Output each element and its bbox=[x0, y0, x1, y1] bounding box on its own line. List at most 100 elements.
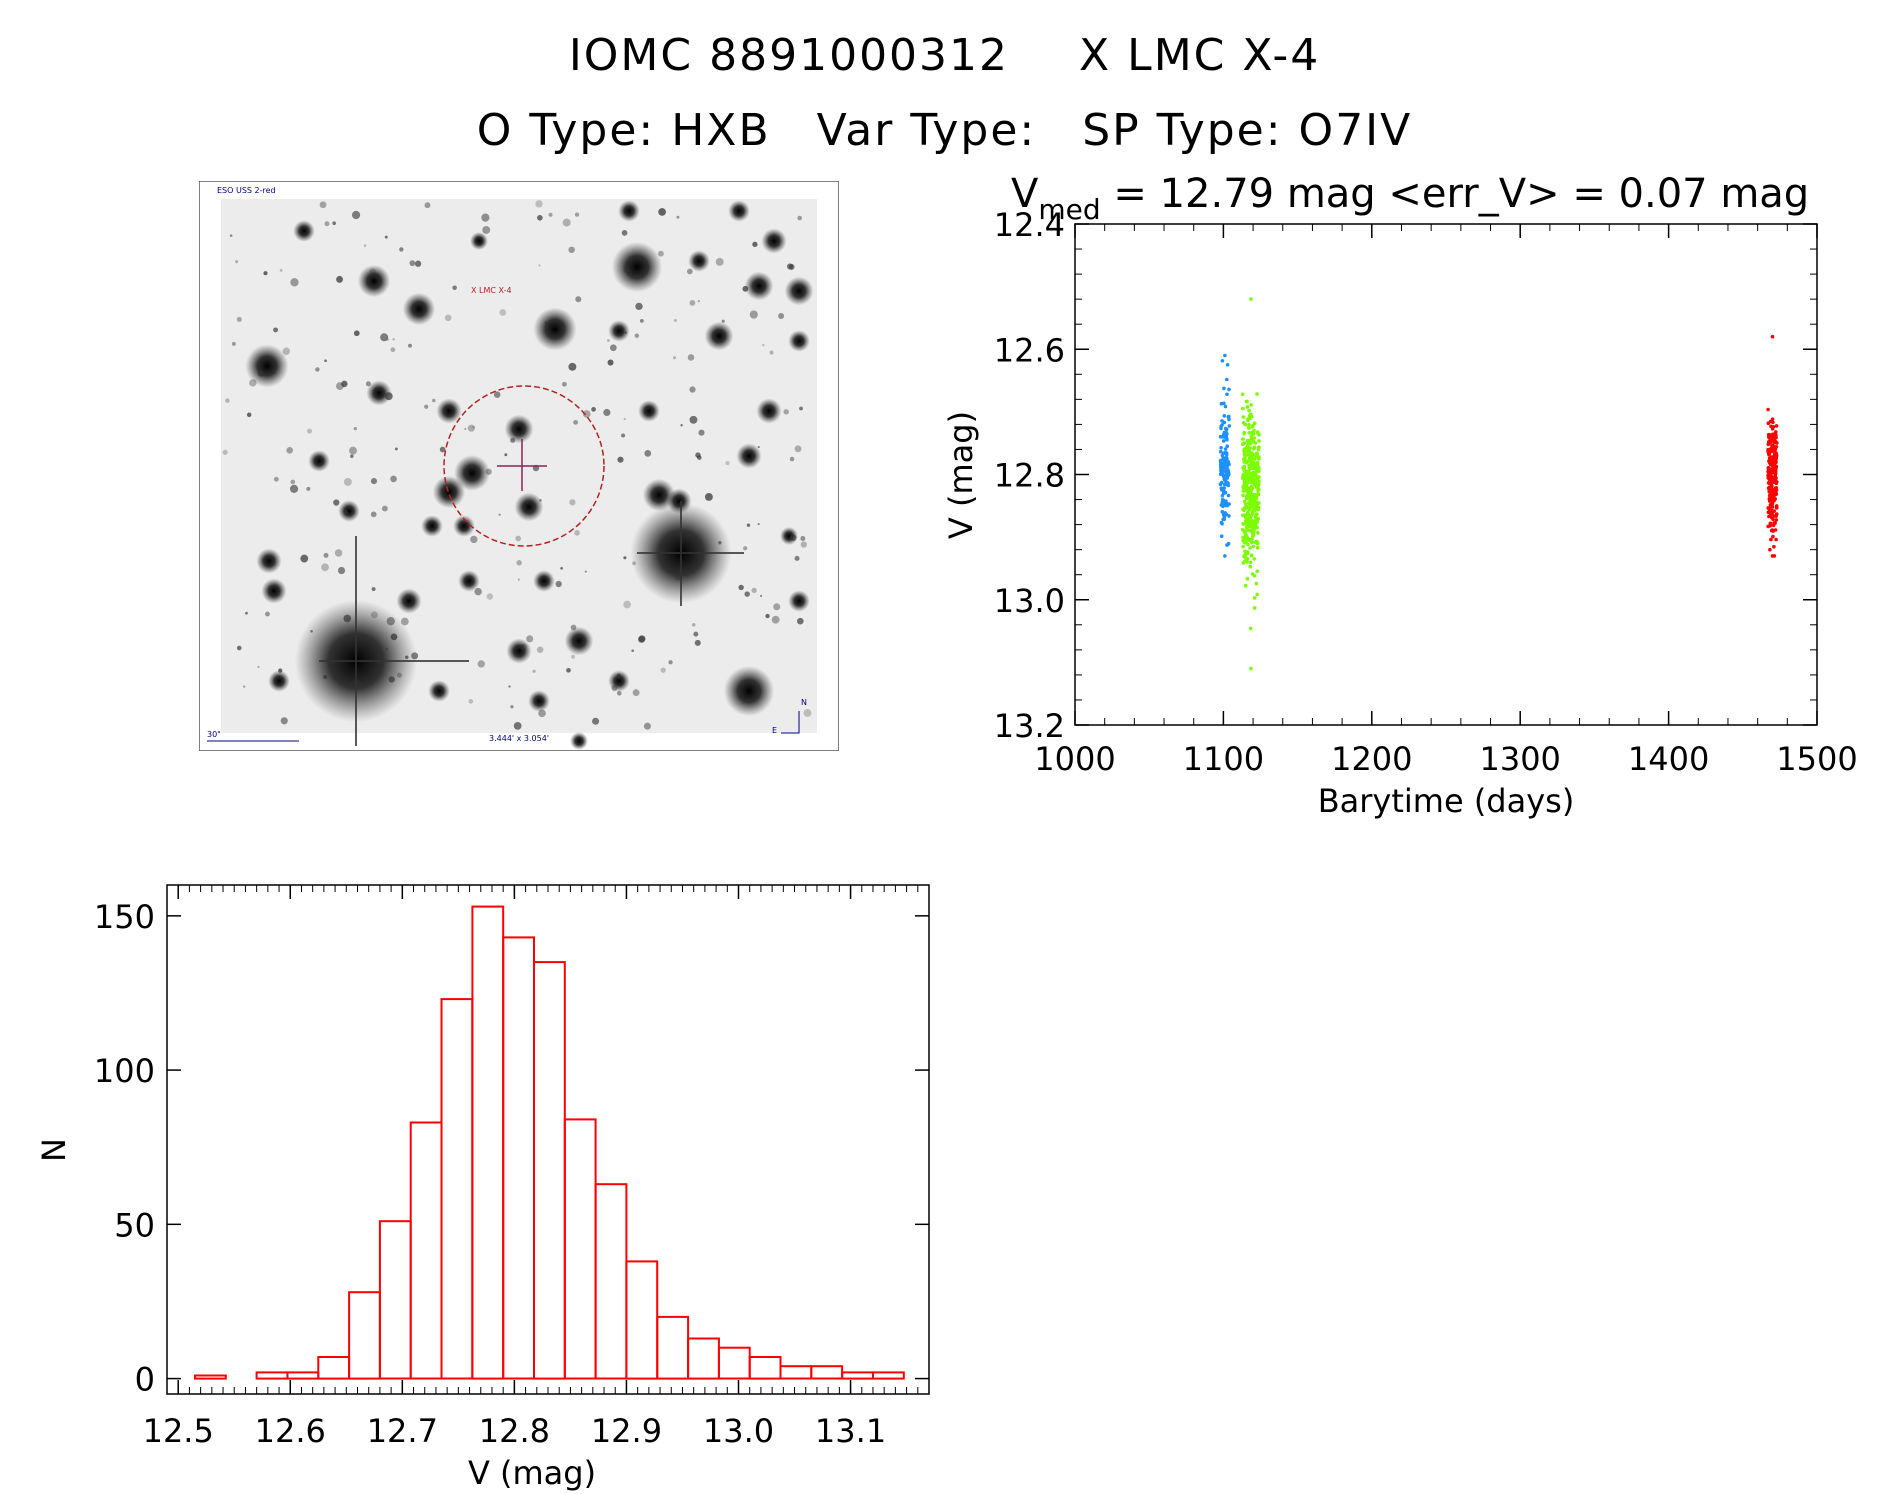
finder-faint-star bbox=[575, 296, 582, 303]
lc-point bbox=[1245, 438, 1250, 443]
finder-faint-star bbox=[515, 535, 522, 542]
lc-point bbox=[1247, 501, 1252, 506]
finder-faint-star bbox=[568, 246, 575, 254]
lc-ytick-label: 13.2 bbox=[994, 707, 1065, 745]
lc-ytick-label: 12.6 bbox=[994, 331, 1065, 369]
lc-xtick-label: 1100 bbox=[1183, 740, 1264, 778]
lc-point bbox=[1766, 450, 1770, 454]
finder-faint-star bbox=[617, 456, 624, 463]
lc-ytick-label: 12.8 bbox=[994, 457, 1065, 495]
lc-point bbox=[1225, 462, 1229, 466]
hist-bar bbox=[409, 1121, 443, 1380]
finder-faint-star bbox=[738, 584, 744, 591]
lc-point bbox=[1225, 392, 1229, 397]
finder-faint-star bbox=[405, 655, 409, 660]
finder-faint-star bbox=[760, 594, 763, 598]
finder-star bbox=[688, 250, 710, 272]
lc-point bbox=[1768, 547, 1772, 552]
finder-faint-star bbox=[693, 631, 699, 637]
finder-faint-star bbox=[333, 499, 340, 506]
lc-point bbox=[1245, 488, 1249, 493]
finder-faint-star bbox=[574, 212, 580, 217]
finder-star bbox=[761, 228, 787, 254]
finder-faint-star bbox=[321, 563, 329, 572]
light-curve-ylabel: V (mag) bbox=[942, 411, 980, 539]
finder-faint-star bbox=[414, 260, 422, 267]
lc-point bbox=[1218, 434, 1223, 439]
lc-point bbox=[1253, 470, 1258, 475]
lc-point bbox=[1219, 534, 1224, 538]
finder-faint-star bbox=[555, 580, 562, 588]
finder-faint-star bbox=[778, 312, 785, 320]
lc-point bbox=[1218, 458, 1223, 463]
finder-faint-star bbox=[569, 499, 576, 506]
finder-faint-star bbox=[592, 717, 600, 725]
hist-bar bbox=[717, 1346, 751, 1380]
fov-label: 3.444' x 3.054' bbox=[489, 734, 549, 743]
lc-point bbox=[1245, 576, 1250, 581]
finder-faint-star bbox=[493, 391, 501, 398]
hist-xtick-label: 12.9 bbox=[591, 1412, 662, 1450]
finder-faint-star bbox=[394, 447, 398, 451]
lc-point bbox=[1249, 540, 1254, 545]
finder-faint-star bbox=[721, 319, 725, 323]
object-id: IOMC 8891000312 bbox=[568, 30, 1010, 81]
lc-point bbox=[1770, 511, 1774, 515]
compass-north: N bbox=[801, 698, 807, 707]
finder-faint-star bbox=[526, 635, 534, 643]
finder-star bbox=[308, 450, 330, 472]
finder-faint-star bbox=[623, 556, 627, 560]
finder-faint-star bbox=[773, 603, 781, 611]
lc-point bbox=[1772, 469, 1777, 473]
finder-faint-star bbox=[635, 302, 643, 311]
lc-point bbox=[1767, 514, 1771, 519]
object-title-line: IOMC 8891000312 X LMC X-4 bbox=[0, 30, 1889, 81]
lc-point bbox=[1244, 446, 1249, 450]
finder-faint-star bbox=[771, 615, 780, 624]
lc-point bbox=[1255, 501, 1259, 506]
lc-point bbox=[1221, 511, 1226, 516]
finder-faint-star bbox=[744, 591, 750, 597]
lc-point bbox=[1248, 504, 1253, 509]
finder-faint-star bbox=[351, 210, 361, 220]
lc-point bbox=[1774, 537, 1778, 542]
finder-star bbox=[756, 398, 782, 424]
finder-faint-star bbox=[482, 226, 491, 234]
finder-faint-star bbox=[386, 616, 395, 626]
finder-faint-star bbox=[591, 407, 596, 412]
lc-point bbox=[1225, 444, 1229, 449]
lc-point bbox=[1774, 514, 1778, 518]
finder-faint-star bbox=[538, 709, 546, 718]
lc-point bbox=[1252, 496, 1256, 501]
finder-faint-star bbox=[324, 359, 327, 363]
lc-point bbox=[1254, 539, 1259, 544]
lc-point bbox=[1222, 414, 1227, 418]
finder-faint-star bbox=[349, 446, 357, 455]
hist-bar bbox=[194, 1374, 227, 1380]
scale-label: 30" bbox=[207, 730, 221, 739]
finder-faint-star bbox=[307, 428, 313, 434]
hist-ytick-label: 100 bbox=[94, 1052, 155, 1090]
lc-point bbox=[1773, 528, 1778, 532]
lc-point bbox=[1246, 473, 1251, 478]
finder-faint-star bbox=[245, 611, 248, 615]
finder-faint-star bbox=[757, 445, 760, 449]
finder-faint-star bbox=[786, 263, 794, 270]
lc-point bbox=[1255, 569, 1259, 573]
lc-point bbox=[1242, 457, 1246, 461]
lc-point bbox=[1257, 469, 1261, 473]
finder-star bbox=[453, 515, 475, 537]
lc-point bbox=[1251, 424, 1255, 428]
finder-chart: ESO USS 2-red X LMC X-4 30" 3.444' x 3.0… bbox=[199, 181, 839, 751]
finder-faint-star bbox=[409, 260, 416, 267]
lc-point bbox=[1244, 496, 1249, 501]
lc-point-extreme bbox=[1223, 554, 1227, 558]
finder-star bbox=[338, 500, 360, 522]
lc-point bbox=[1243, 514, 1248, 519]
lc-point bbox=[1225, 503, 1229, 508]
finder-faint-star bbox=[510, 705, 514, 709]
lc-point bbox=[1218, 449, 1223, 454]
finder-faint-star bbox=[639, 318, 644, 323]
lc-point bbox=[1241, 544, 1245, 549]
lc-point bbox=[1249, 494, 1254, 499]
